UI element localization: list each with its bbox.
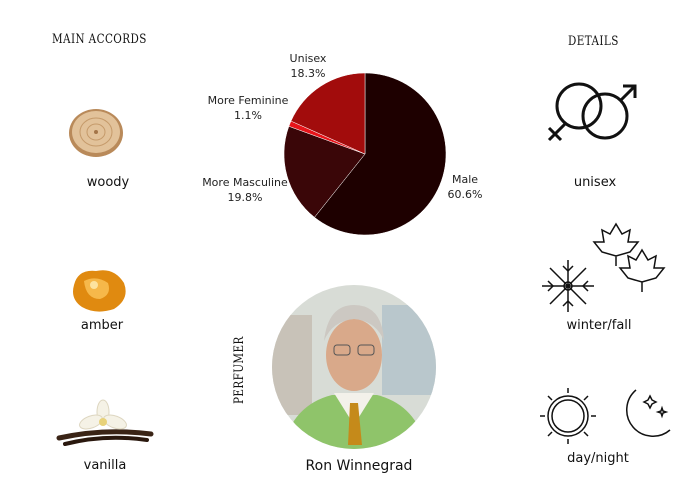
pie-label-name: More Masculine <box>202 176 288 189</box>
pie-label-value: 1.1% <box>234 109 262 122</box>
pie-label-value: 60.6% <box>447 188 483 201</box>
perfumer-name[interactable]: Ron Winnegrad <box>305 458 413 474</box>
detail-label-winter-fall: winter/fall <box>566 318 632 333</box>
pie-label-name: Male <box>451 173 479 186</box>
sun-moon-icon <box>540 388 671 444</box>
perfumer-heading: PERFUMER <box>232 336 247 404</box>
gender-symbols-icon <box>547 82 637 142</box>
main-accords-heading: MAIN ACCORDS <box>52 32 147 47</box>
perfumer-photo[interactable] <box>272 285 437 450</box>
amber-resin-icon <box>73 270 126 312</box>
pie-label-male: Male 60.6% <box>440 172 490 202</box>
pie-label-value: 18.3% <box>290 67 326 80</box>
pie-label-value: 19.8% <box>227 191 263 204</box>
vanilla-flower-icon <box>56 399 154 446</box>
gender-pie-chart <box>283 72 447 236</box>
snowflake-leaves-icon <box>542 222 666 312</box>
pie-slice-unisex <box>290 72 366 155</box>
accord-label-woody: woody <box>86 175 130 190</box>
detail-label-unisex: unisex <box>573 175 617 190</box>
detail-label-day-night: day/night <box>567 451 629 466</box>
pie-label-unisex: Unisex 18.3% <box>288 51 328 81</box>
pie-label-more-feminine: More Feminine 1.1% <box>200 93 296 123</box>
accord-label-amber: amber <box>80 318 124 333</box>
pie-label-more-masculine: More Masculine 19.8% <box>190 175 300 205</box>
pie-slice-more-masculine <box>283 125 366 218</box>
pie-label-name: More Feminine <box>207 94 289 107</box>
pie-slice-male <box>314 72 447 236</box>
wood-slice-icon <box>69 109 123 157</box>
details-heading: DETAILS <box>568 34 619 49</box>
accord-label-vanilla: vanilla <box>83 458 127 473</box>
pie-label-name: Unisex <box>289 52 327 65</box>
